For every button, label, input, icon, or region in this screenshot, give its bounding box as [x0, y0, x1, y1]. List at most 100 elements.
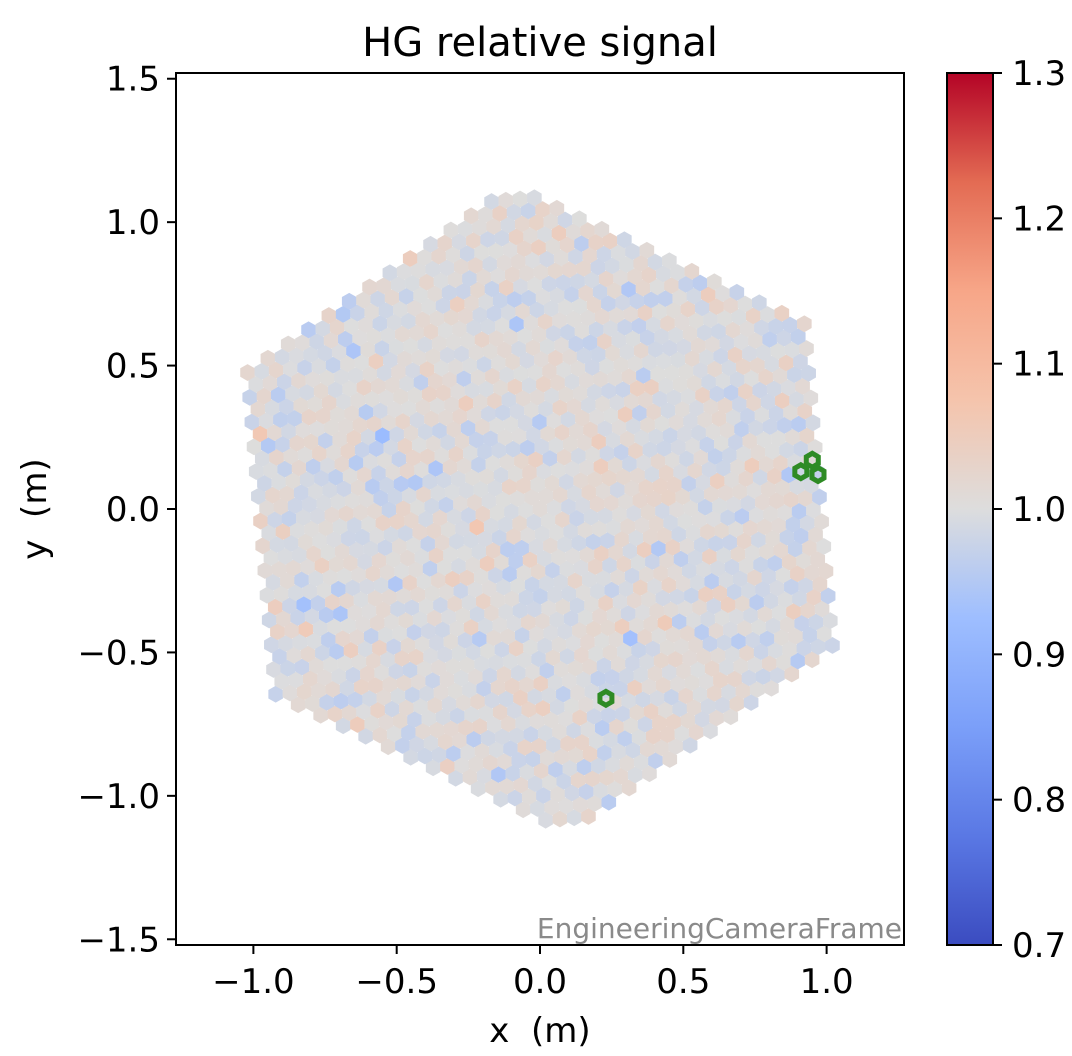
camera-pixel [686, 287, 702, 305]
camera-pixel [582, 246, 598, 264]
camera-pixel [730, 545, 746, 563]
camera-pixel [512, 514, 527, 532]
camera-pixel [624, 480, 640, 497]
camera-pixel [805, 414, 821, 432]
camera-pixel [489, 504, 505, 522]
camera-pixel [344, 317, 359, 335]
camera-pixel [331, 580, 346, 598]
camera-pixel [437, 558, 452, 576]
camera-pixel [508, 552, 524, 570]
camera-pixel [623, 305, 639, 323]
camera-pixel [517, 414, 533, 432]
camera-pixel [578, 783, 594, 801]
camera-pixel [460, 419, 476, 437]
camera-pixel [376, 277, 392, 295]
camera-pixel [806, 588, 822, 606]
camera-pixel [380, 651, 396, 668]
camera-pixel [417, 336, 433, 353]
camera-pixel [572, 796, 588, 814]
camera-pixel [442, 458, 458, 476]
camera-pixel [462, 768, 478, 786]
camera-pixel [509, 402, 525, 420]
camera-pixel [622, 542, 638, 560]
camera-pixel [763, 505, 778, 523]
camera-pixel [524, 576, 540, 593]
camera-pixel [487, 392, 502, 410]
camera-pixel [300, 558, 315, 576]
camera-pixel [770, 666, 785, 684]
camera-pixel [486, 716, 502, 734]
camera-pixel [717, 309, 733, 327]
camera-pixel [739, 644, 755, 662]
camera-pixel [703, 722, 718, 740]
camera-pixel [629, 704, 645, 721]
camera-pixel [293, 396, 309, 414]
camera-pixel [300, 645, 316, 663]
camera-pixel [486, 217, 502, 235]
camera-pixel [506, 527, 521, 545]
camera-pixel [500, 216, 516, 234]
camera-pixel [621, 280, 636, 298]
camera-pixel [337, 567, 352, 585]
camera-pixel [636, 366, 651, 384]
camera-pixel [483, 430, 498, 447]
camera-pixel [378, 302, 394, 319]
camera-pixel [784, 665, 800, 683]
camera-pixel [251, 487, 266, 505]
camera-pixel [267, 598, 283, 616]
camera-pixel [380, 326, 396, 344]
camera-pixel [443, 633, 459, 650]
camera-pixel [510, 490, 525, 507]
camera-pixel [773, 454, 788, 472]
camera-pixel [649, 602, 665, 620]
camera-pixel [259, 499, 274, 517]
camera-pixel [310, 594, 326, 612]
camera-pixel [299, 383, 315, 401]
camera-pixel [505, 440, 521, 458]
camera-pixel [462, 357, 478, 374]
camera-pixel [620, 517, 636, 535]
camera-pixel [562, 759, 578, 777]
camera-pixel [654, 327, 669, 345]
camera-pixel [359, 578, 375, 595]
camera-pixel [592, 607, 608, 625]
camera-pixel [352, 416, 368, 434]
camera-pixel [473, 480, 489, 498]
camera-pixel [434, 534, 450, 551]
camera-pixel [586, 620, 601, 638]
camera-pixel [587, 383, 602, 401]
camera-pixel [550, 374, 566, 392]
camera-pixel [535, 288, 551, 306]
camera-pixel [814, 513, 829, 531]
camera-pixel [594, 632, 610, 650]
camera-pixel [654, 739, 669, 757]
camera-pixel [368, 677, 383, 694]
camera-pixel [344, 404, 360, 422]
camera-pixel [297, 359, 312, 376]
camera-pixel [345, 666, 361, 684]
camera-pixel [596, 657, 612, 674]
camera-pixel [715, 285, 730, 302]
camera-pixel [435, 297, 451, 314]
camera-pixel [454, 345, 469, 363]
camera-pixel [392, 625, 408, 642]
camera-pixel [441, 695, 457, 713]
camera-pixel [530, 388, 545, 406]
camera-pixel [522, 551, 538, 569]
camera-pixel [433, 272, 449, 290]
camera-pixel [713, 671, 728, 689]
camera-pixel [478, 617, 493, 635]
camera-pixel [802, 626, 818, 644]
camera-pixel [388, 575, 403, 593]
camera-pixel [702, 635, 718, 653]
camera-pixel [408, 561, 424, 579]
camera-pixel [628, 529, 644, 547]
camera-pixel [761, 567, 777, 585]
camera-pixel [627, 679, 643, 697]
camera-pixel [646, 316, 661, 333]
camera-pixel [596, 245, 612, 263]
camera-pixel [730, 458, 746, 476]
camera-pixel [792, 590, 807, 607]
camera-pixel [487, 479, 503, 497]
camera-pixel [419, 360, 435, 378]
